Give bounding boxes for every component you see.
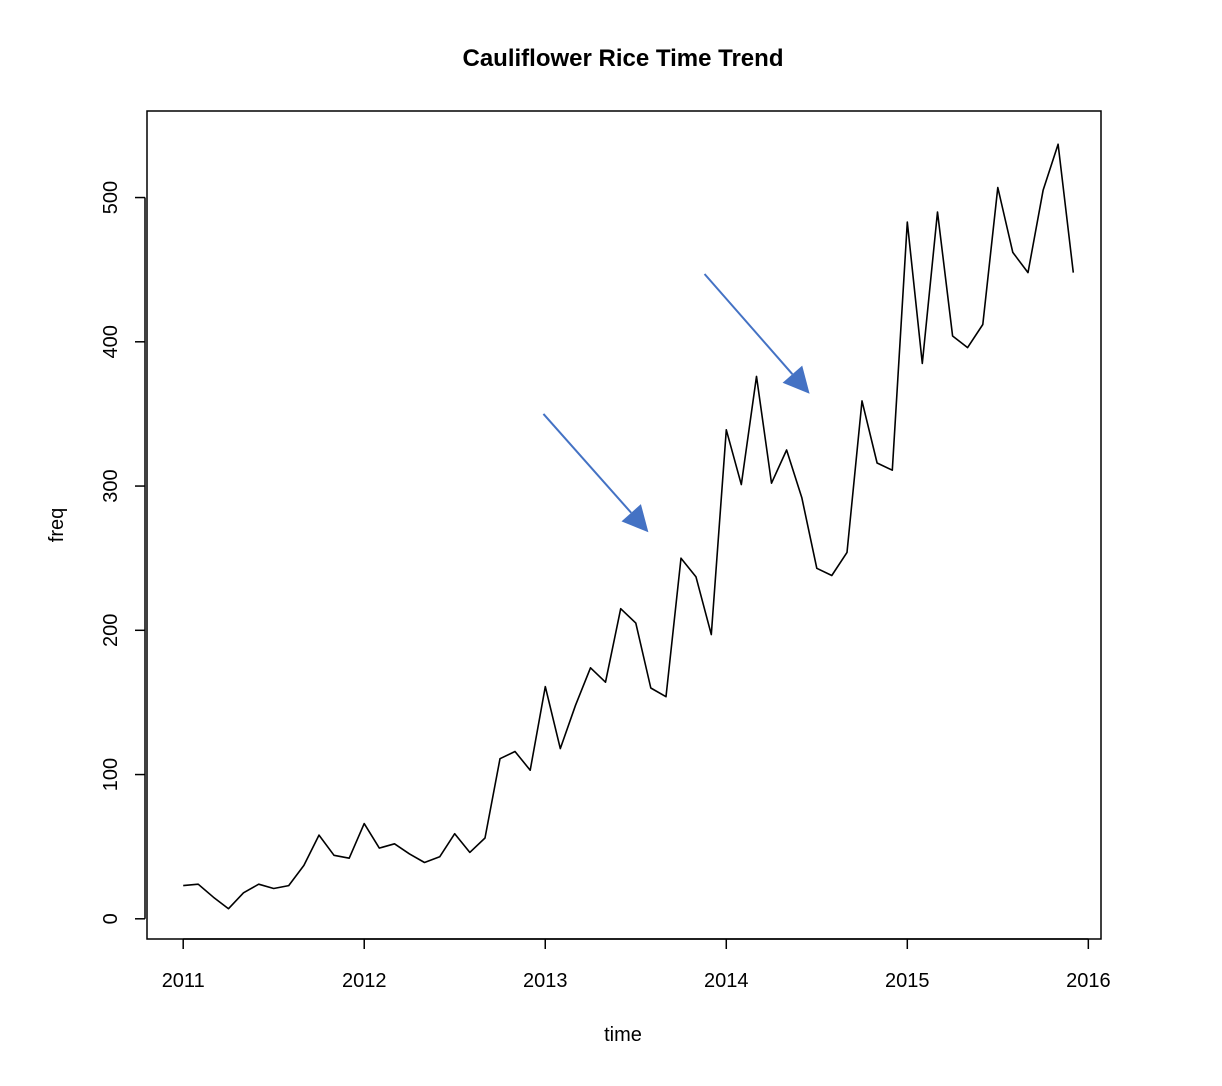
x-tick-label: 2014	[704, 970, 749, 992]
plot-frame	[146, 110, 1102, 940]
y-tick-label: 0	[100, 913, 122, 924]
annotation-arrow-head	[782, 365, 810, 394]
y-tick-label: 200	[100, 614, 122, 647]
y-axis: 0 100 200 300 400 500	[100, 181, 146, 924]
annotation-arrow-shaft	[542, 413, 632, 514]
y-tick-label: 500	[100, 181, 122, 214]
x-tick-label: 2013	[523, 970, 568, 992]
x-tick-label: 2012	[342, 970, 387, 992]
series-group	[183, 143, 1075, 910]
y-tick-label: 100	[100, 758, 122, 791]
series-line	[183, 143, 1075, 910]
y-axis-label: freq	[46, 508, 68, 542]
y-tick-label: 400	[100, 325, 122, 358]
x-tick-label: 2015	[885, 970, 930, 992]
annotation-arrow-shaft	[703, 273, 794, 375]
x-tick-label: 2016	[1066, 970, 1111, 992]
x-tick-label: 2011	[162, 970, 205, 992]
x-axis: 2011 2012 2013 2014 2015 2016	[162, 938, 1111, 992]
chart-title: Cauliflower Rice Time Trend	[463, 45, 784, 72]
annotation-arrow-head	[621, 504, 649, 533]
x-axis-label: time	[604, 1024, 642, 1046]
y-tick-label: 300	[100, 469, 122, 502]
annotation-group	[542, 273, 810, 533]
